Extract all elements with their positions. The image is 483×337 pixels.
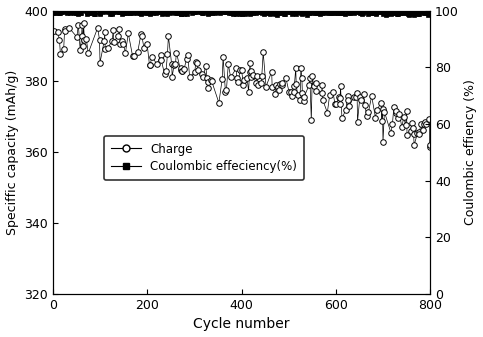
Y-axis label: Speciffic capacity (mAh/g): Speciffic capacity (mAh/g) (6, 70, 18, 235)
Legend: Charge, Coulombic effeciency(%): Charge, Coulombic effeciency(%) (104, 135, 304, 180)
Y-axis label: Coulombic effiency (%): Coulombic effiency (%) (465, 79, 477, 225)
X-axis label: Cycle number: Cycle number (193, 317, 290, 332)
